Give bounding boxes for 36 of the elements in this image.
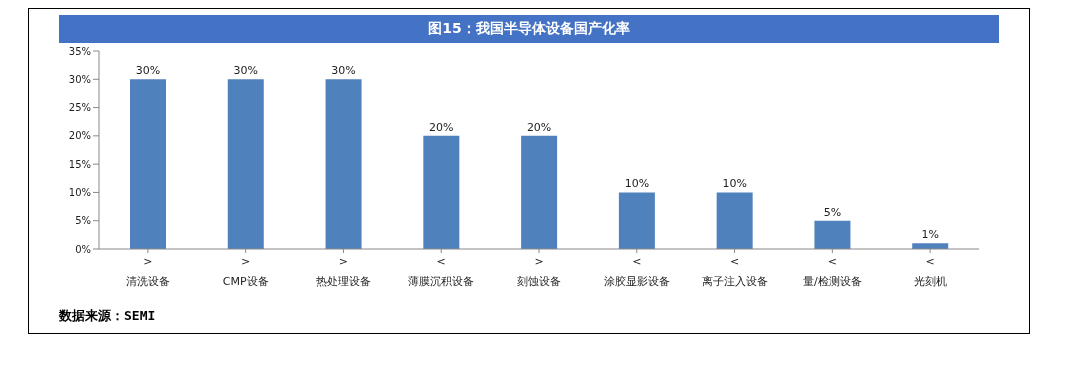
chart-title: 图15：我国半导体设备国产化率	[59, 15, 999, 43]
y-tick-label: 35%	[68, 45, 91, 57]
data-label: 10%	[624, 177, 650, 191]
y-tick-label: 0%	[75, 243, 91, 255]
bar	[227, 79, 264, 249]
bar	[325, 79, 362, 249]
data-label: 1%	[921, 228, 939, 242]
y-tick-label: 5%	[75, 215, 91, 227]
y-tick-label: 15%	[68, 158, 91, 170]
data-label: 20%	[526, 120, 552, 134]
data-label: 10%	[722, 177, 747, 191]
data-label: 30%	[135, 64, 161, 78]
x-tick-label: > 清洗设备	[125, 255, 170, 288]
x-tick-label: < 涂胶显影设备	[603, 255, 670, 288]
x-tick-label: > 刻蚀设备	[517, 255, 561, 288]
y-tick-label: 10%	[68, 186, 91, 198]
bar	[814, 220, 851, 249]
bar	[618, 192, 655, 249]
data-label: 20%	[429, 120, 454, 134]
data-label: 5%	[823, 205, 842, 219]
x-tick-label: < 量/检测设备	[802, 255, 862, 288]
y-tick-label: 30%	[68, 73, 91, 85]
bar	[716, 192, 753, 249]
bar	[423, 135, 460, 249]
x-tick-label: > CMP设备	[222, 255, 269, 288]
data-label: 30%	[331, 64, 356, 78]
bar	[521, 135, 558, 249]
y-tick-label: 25%	[68, 102, 91, 114]
bar	[130, 79, 166, 249]
source-note: 数据来源：SEMI	[59, 307, 157, 325]
x-tick-label: < 光刻机	[913, 255, 947, 288]
x-tick-label: < 离子注入设备	[701, 255, 768, 288]
y-tick-label: 20%	[68, 130, 91, 142]
x-tick-label: < 薄膜沉积设备	[408, 255, 475, 288]
data-label: 30%	[233, 64, 258, 78]
x-tick-label: > 热处理设备	[315, 255, 371, 288]
